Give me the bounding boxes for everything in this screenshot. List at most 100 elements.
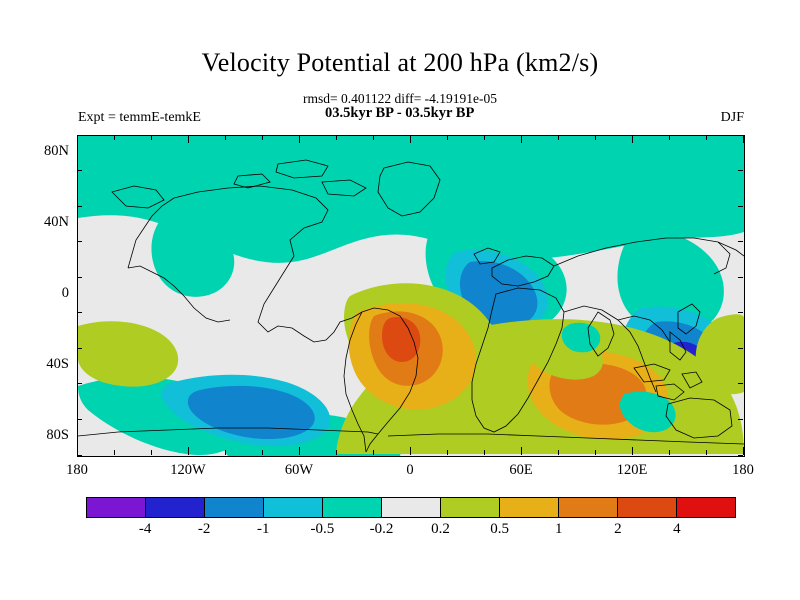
y-minor-tick <box>738 383 743 385</box>
y-minor-tick <box>77 312 82 314</box>
colorbar-tick-label: -2 <box>197 521 211 537</box>
colorbar-tick-label: 0.2 <box>431 521 450 537</box>
colorbar[interactable] <box>86 497 736 518</box>
x-minor-tick <box>705 450 707 455</box>
colorbar-tick-label: 4 <box>673 521 681 537</box>
y-minor-tick <box>738 170 743 172</box>
x-minor-tick <box>113 135 115 140</box>
colorbar-tick-label: 2 <box>614 521 622 537</box>
x-minor-tick <box>557 450 559 455</box>
y-minor-tick <box>738 205 743 207</box>
y-minor-tick <box>738 454 743 456</box>
x-major-tick <box>187 135 189 143</box>
colorbar-swatch[interactable] <box>441 498 500 517</box>
x-minor-tick <box>594 135 596 140</box>
colorbar-swatch[interactable] <box>677 498 735 517</box>
x-major-tick <box>742 135 744 143</box>
colorbar-tick-label: 1 <box>554 521 563 537</box>
x-major-tick <box>298 447 300 455</box>
y-minor-tick <box>77 241 82 243</box>
colorbar-swatch[interactable] <box>87 498 146 517</box>
x-minor-tick <box>150 450 152 455</box>
y-axis-tick-label: 80S <box>46 427 69 444</box>
y-minor-tick <box>77 276 82 278</box>
x-axis-tick-label: 120W <box>170 462 206 478</box>
x-minor-tick <box>594 450 596 455</box>
colorbar-tick-label: -1 <box>257 521 270 537</box>
x-major-tick <box>742 447 744 455</box>
y-minor-tick <box>738 347 743 349</box>
y-minor-tick <box>77 418 82 420</box>
x-minor-tick <box>483 135 485 140</box>
y-minor-tick <box>77 347 82 349</box>
x-minor-tick <box>557 135 559 140</box>
y-minor-tick <box>738 276 743 278</box>
coastline-overlay <box>78 159 744 453</box>
colorbar-tick-label: -4 <box>138 521 152 537</box>
x-major-tick <box>76 135 78 143</box>
colorbar-tick-label: 0.5 <box>490 521 509 537</box>
x-minor-tick <box>150 135 152 140</box>
statistics-line: rmsd= 0.401122 diff= -4.19191e-05 <box>302 91 498 106</box>
x-minor-tick <box>446 450 448 455</box>
x-minor-tick <box>705 135 707 140</box>
x-minor-tick <box>446 135 448 140</box>
colorbar-swatch[interactable] <box>323 498 382 517</box>
x-axis-tick-label: 120E <box>616 462 648 478</box>
x-minor-tick <box>372 450 374 455</box>
y-minor-tick <box>738 134 743 136</box>
colorbar-tick-label: -0.5 <box>310 521 335 537</box>
colorbar-swatch[interactable] <box>559 498 618 517</box>
x-minor-tick <box>224 450 226 455</box>
y-minor-tick <box>77 205 82 207</box>
y-minor-tick <box>77 134 82 136</box>
map-plot-area <box>77 135 745 457</box>
y-minor-tick <box>77 454 82 456</box>
colorbar-swatch[interactable] <box>382 498 441 517</box>
x-major-tick <box>409 447 411 455</box>
colorbar-swatch[interactable] <box>205 498 264 517</box>
velocity-potential-contour-field <box>78 136 744 456</box>
x-minor-tick <box>335 135 337 140</box>
x-minor-tick <box>261 450 263 455</box>
page-title: Velocity Potential at 200 hPa (km2/s) <box>201 48 599 77</box>
y-minor-tick <box>738 241 743 243</box>
x-minor-tick <box>372 135 374 140</box>
x-major-tick <box>631 135 633 143</box>
colorbar-tick-label: -0.2 <box>369 521 394 537</box>
x-axis-tick-label: 0 <box>406 462 414 478</box>
x-major-tick <box>520 135 522 143</box>
x-major-tick <box>631 447 633 455</box>
x-axis-tick-label: 60W <box>284 462 314 478</box>
season-label: DJF <box>720 110 744 125</box>
x-minor-tick <box>668 135 670 140</box>
colorbar-swatch[interactable] <box>264 498 323 517</box>
chart-subtitle: 03.5kyr BP - 03.5kyr BP <box>325 105 475 121</box>
x-minor-tick <box>224 135 226 140</box>
y-minor-tick <box>77 170 82 172</box>
x-axis-tick-label: 60E <box>509 462 533 478</box>
y-axis-tick-label: 80N <box>44 142 69 159</box>
colorbar-swatch[interactable] <box>618 498 677 517</box>
x-minor-tick <box>261 135 263 140</box>
x-major-tick <box>298 135 300 143</box>
y-axis-tick-label: 40N <box>44 213 69 230</box>
y-minor-tick <box>77 383 82 385</box>
x-axis-tick-label: 180 <box>66 462 88 478</box>
experiment-label: Expt = temmE-temkE <box>78 110 201 125</box>
y-axis-tick-label: 0 <box>61 285 69 301</box>
x-major-tick <box>520 447 522 455</box>
x-minor-tick <box>483 450 485 455</box>
x-minor-tick <box>335 450 337 455</box>
y-axis-tick-label: 40S <box>46 356 69 373</box>
y-minor-tick <box>738 418 743 420</box>
x-major-tick <box>187 447 189 455</box>
x-minor-tick <box>113 450 115 455</box>
x-major-tick <box>409 135 411 143</box>
colorbar-swatch[interactable] <box>500 498 559 517</box>
x-major-tick <box>76 447 78 455</box>
x-axis-tick-label: 180 <box>732 462 754 478</box>
colorbar-swatch[interactable] <box>146 498 205 517</box>
x-minor-tick <box>668 450 670 455</box>
y-minor-tick <box>738 312 743 314</box>
